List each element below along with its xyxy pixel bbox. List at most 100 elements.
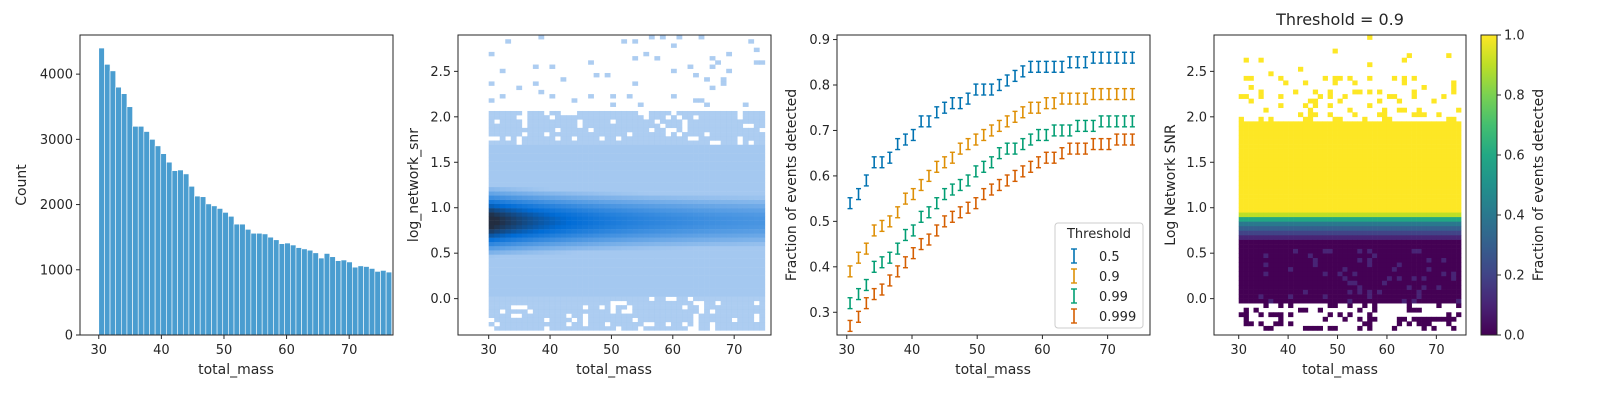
- threshold-heatmap-cell: [1446, 290, 1451, 295]
- density-cell: [726, 246, 732, 250]
- density-cell: [643, 233, 649, 237]
- threshold-heatmap-cell: [1402, 126, 1407, 131]
- density-cell: [605, 195, 611, 199]
- threshold-heatmap-cell: [1422, 171, 1427, 176]
- threshold-heatmap-cell: [1254, 240, 1259, 245]
- threshold-heatmap-cell: [1412, 271, 1417, 276]
- density-cell: [660, 191, 666, 195]
- threshold-heatmap-cell: [1441, 271, 1446, 276]
- threshold-heatmap-cell: [1342, 285, 1347, 290]
- density-cell: [533, 119, 539, 123]
- threshold-heatmap-cell: [1412, 244, 1417, 249]
- density-cell: [710, 314, 716, 318]
- density-cell: [660, 229, 666, 233]
- threshold-heatmap-cell: [1436, 158, 1441, 163]
- threshold-heatmap-cell: [1362, 217, 1367, 222]
- density-cell: [527, 250, 533, 254]
- density-cell: [732, 166, 738, 170]
- density-cell: [516, 216, 522, 220]
- density-cell: [583, 153, 589, 157]
- density-cell: [616, 153, 622, 157]
- threshold-heatmap-cell: [1367, 130, 1372, 135]
- density-cell: [500, 250, 506, 254]
- threshold-heatmap-cell: [1328, 153, 1333, 158]
- threshold-heatmap-cell: [1249, 153, 1254, 158]
- threshold-heatmap-cell: [1293, 280, 1298, 285]
- density-cell: [665, 271, 671, 275]
- density-cell: [549, 242, 555, 246]
- density-cell: [549, 246, 555, 250]
- threshold-heatmap-cell: [1249, 144, 1254, 149]
- density-cell: [577, 187, 583, 191]
- density-cell: [632, 39, 638, 43]
- density-cell: [726, 157, 732, 161]
- density-cell: [699, 204, 705, 208]
- density-cell: [737, 271, 743, 275]
- threshold-heatmap-cell: [1422, 271, 1427, 276]
- density-cell: [737, 191, 743, 195]
- density-cell: [632, 212, 638, 216]
- threshold-heatmap-cell: [1392, 76, 1397, 81]
- threshold-heatmap-cell: [1293, 262, 1298, 267]
- density-cell: [566, 216, 572, 220]
- threshold-heatmap-cell: [1426, 158, 1431, 163]
- density-cell: [693, 170, 699, 174]
- density-cell: [748, 238, 754, 242]
- threshold-heatmap-cell: [1249, 321, 1254, 326]
- threshold-heatmap-cell: [1402, 153, 1407, 158]
- threshold-heatmap-cell: [1431, 203, 1436, 208]
- threshold-heatmap-cell: [1382, 171, 1387, 176]
- threshold-heatmap-cell: [1263, 135, 1268, 140]
- density-cell: [682, 212, 688, 216]
- threshold-heatmap-cell: [1431, 253, 1436, 258]
- threshold-heatmap-cell: [1407, 267, 1412, 272]
- density-cell: [516, 162, 522, 166]
- density-cell: [522, 314, 528, 318]
- threshold-heatmap-cell: [1318, 208, 1323, 213]
- threshold-heatmap-cell: [1352, 121, 1357, 126]
- density-cell: [533, 254, 539, 258]
- density-cell: [759, 119, 765, 123]
- density-cell: [726, 187, 732, 191]
- threshold-heatmap-cell: [1283, 294, 1288, 299]
- density-cell: [632, 242, 638, 246]
- threshold-heatmap-cell: [1422, 140, 1427, 145]
- histogram-bar: [110, 71, 116, 335]
- density-cell: [494, 305, 500, 309]
- density-cell: [627, 179, 633, 183]
- density-cell: [665, 242, 671, 246]
- density-cell: [500, 212, 506, 216]
- threshold-heatmap-cell: [1273, 244, 1278, 249]
- threshold-heatmap-cell: [1436, 135, 1441, 140]
- density-cell: [649, 233, 655, 237]
- density-cell: [522, 276, 528, 280]
- density-cell: [511, 309, 517, 313]
- density-cell: [704, 225, 710, 229]
- threshold-heatmap-cell: [1313, 267, 1318, 272]
- density-cell: [505, 128, 511, 132]
- threshold-heatmap-cell: [1377, 112, 1382, 117]
- density-cell: [610, 187, 616, 191]
- threshold-heatmap-cell: [1273, 171, 1278, 176]
- density-cell: [533, 229, 539, 233]
- threshold-heatmap-cell: [1372, 190, 1377, 195]
- density-cell: [748, 225, 754, 229]
- density-cell: [538, 318, 544, 322]
- density-cell: [533, 314, 539, 318]
- density-cell: [627, 162, 633, 166]
- density-cell: [544, 276, 550, 280]
- density-cell: [732, 145, 738, 149]
- density-cell: [748, 229, 754, 233]
- threshold-heatmap-cell: [1426, 262, 1431, 267]
- density-cell: [715, 284, 721, 288]
- threshold-heatmap-cell: [1422, 258, 1427, 263]
- density-cell: [649, 183, 655, 187]
- threshold-heatmap-cell: [1298, 235, 1303, 240]
- threshold-heatmap-cell: [1357, 221, 1362, 226]
- density-cell: [710, 212, 716, 216]
- density-cell: [555, 119, 561, 123]
- density-cell: [533, 187, 539, 191]
- density-cell: [671, 288, 677, 292]
- threshold-heatmap-cell: [1333, 76, 1338, 81]
- density-cell: [732, 183, 738, 187]
